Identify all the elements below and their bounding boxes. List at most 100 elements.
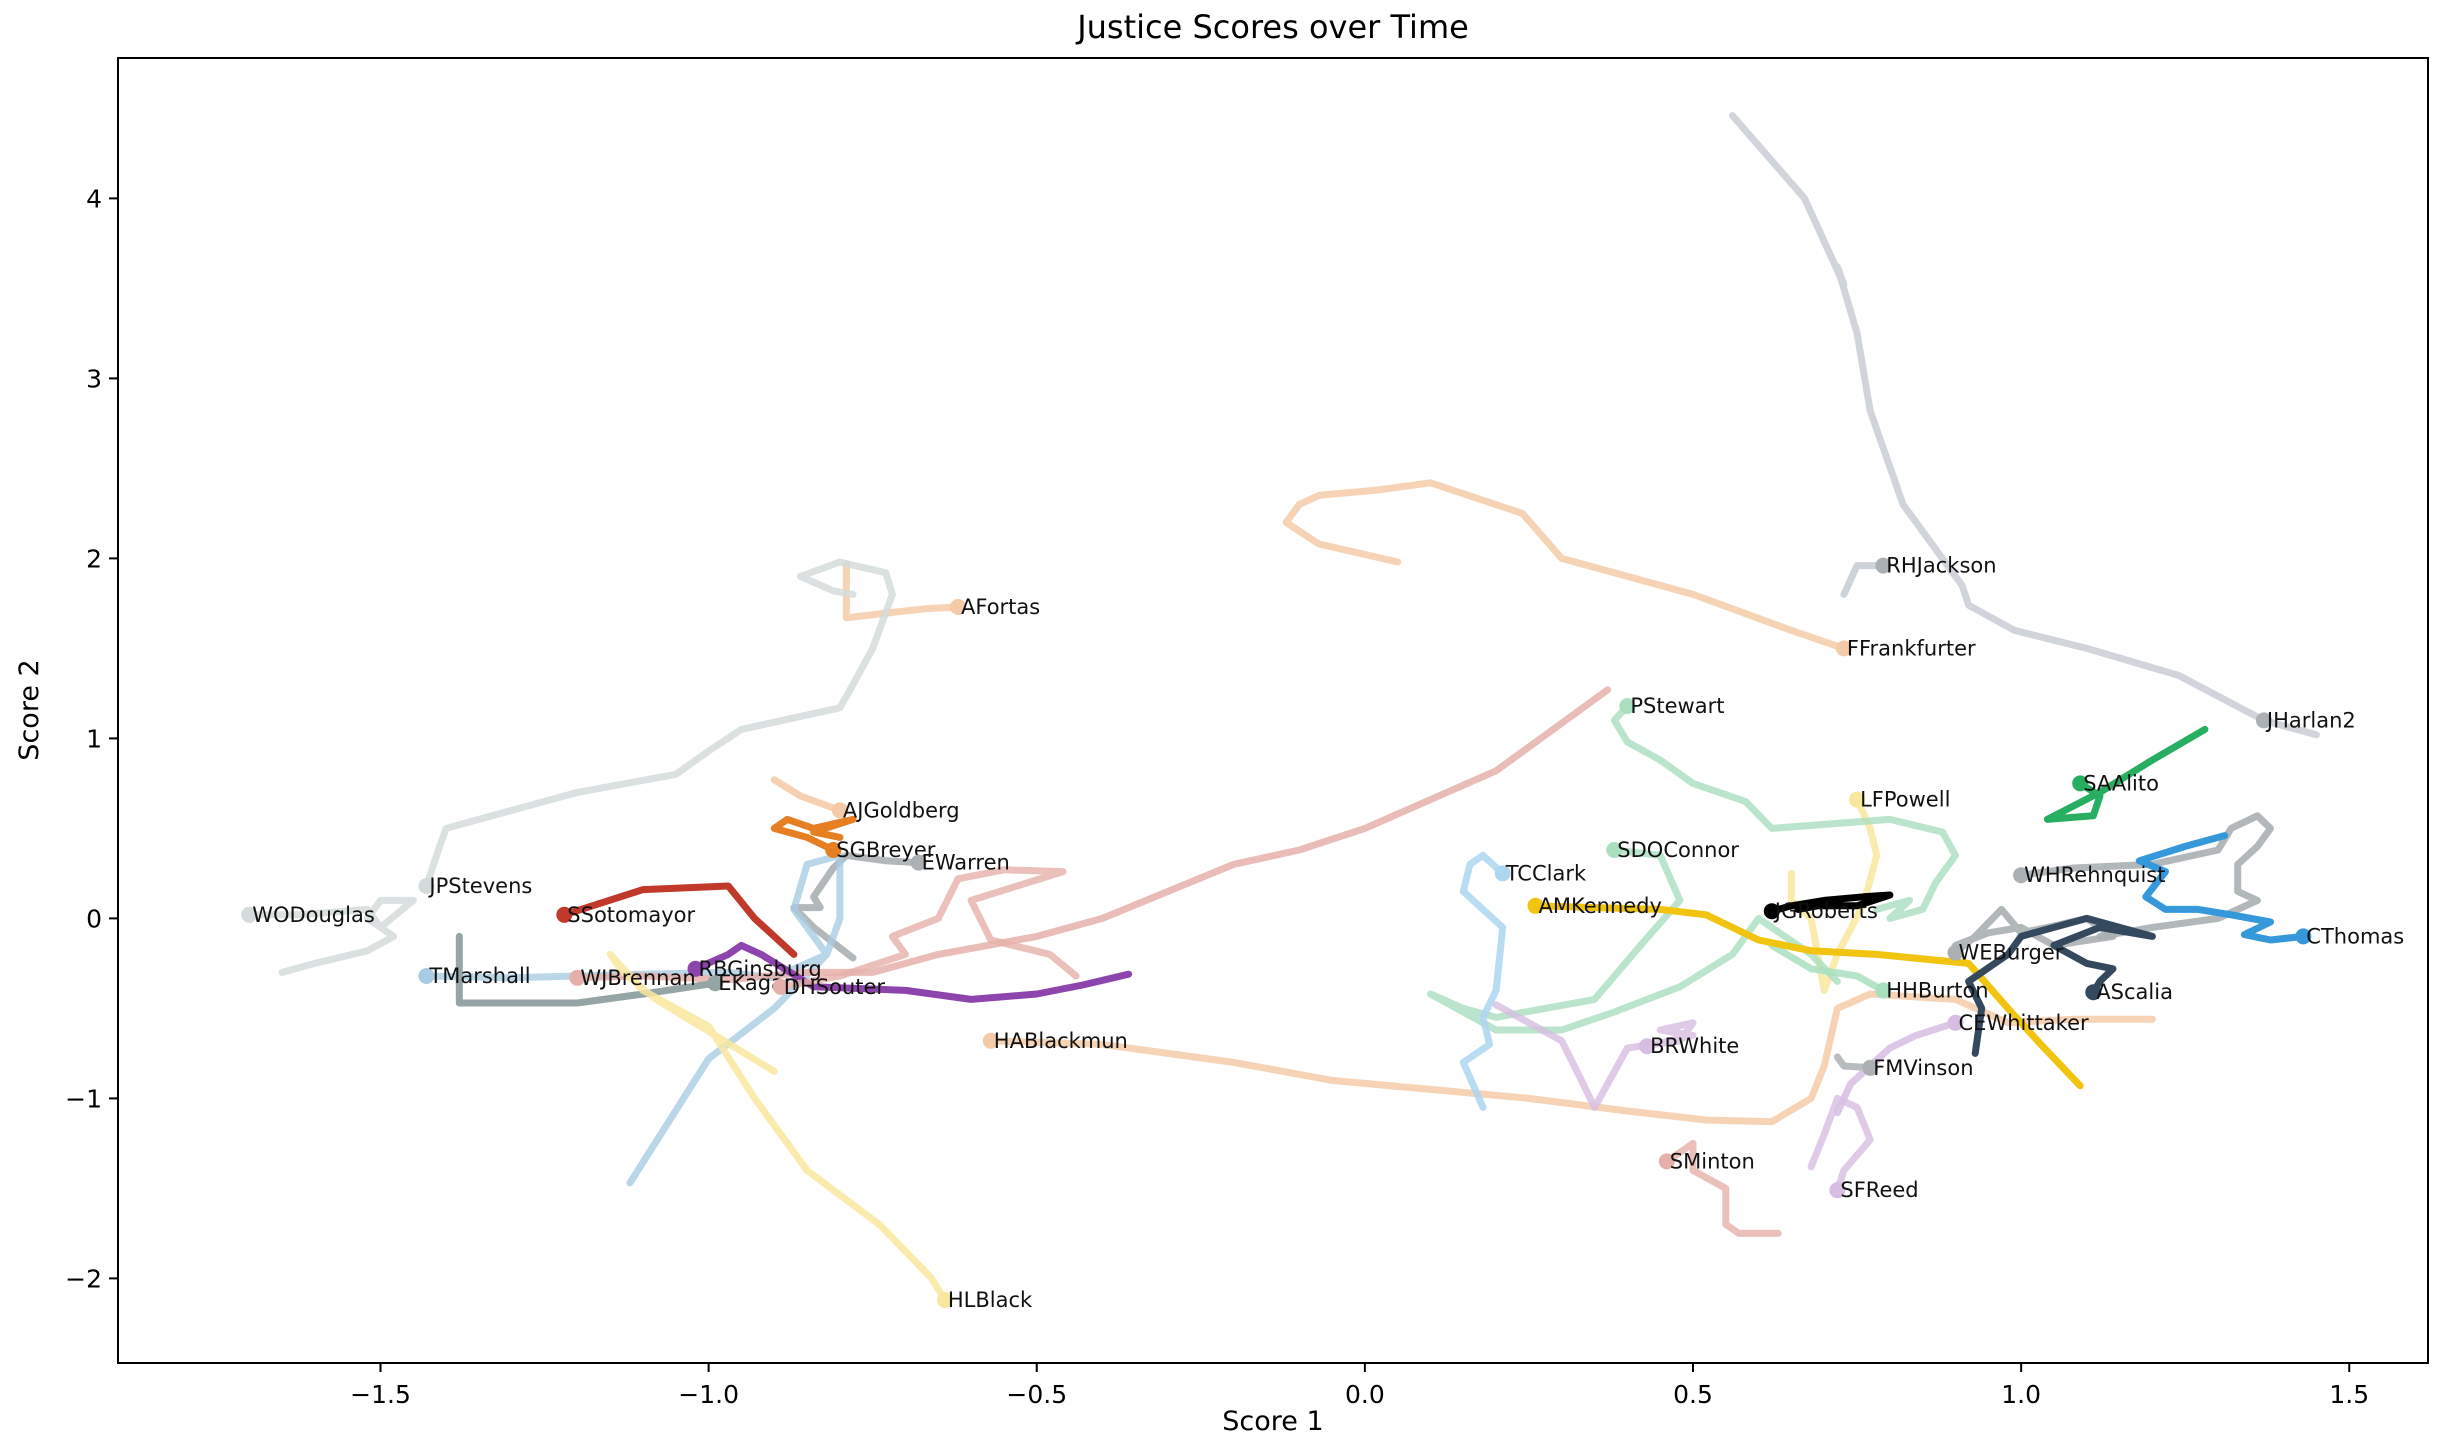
series-line-dhsouter	[777, 866, 1080, 991]
justice-label-jpstevens: JPStevens	[427, 874, 532, 898]
justice-label-cthomas: CThomas	[2306, 924, 2404, 948]
series-line-jharlan2	[1728, 112, 2320, 739]
justice-label-lfpowell: LFPowell	[1860, 788, 1950, 812]
x-tick-label: 1.5	[2329, 1380, 2369, 1409]
endpoint-marker-rbginsburg	[687, 960, 704, 977]
x-tick-label: 0.0	[1345, 1380, 1385, 1409]
series-line-amkennedy	[1532, 902, 2084, 1090]
series-line-ffrankfurter	[1282, 479, 1848, 652]
series-line-ajgoldberg	[770, 776, 844, 814]
justice-label-sfreed: SFReed	[1840, 1178, 1918, 1202]
justice-label-hablackmun: HABlackmun	[994, 1029, 1128, 1053]
endpoint-marker-pstewart	[1619, 698, 1636, 714]
justice-label-cewhittaker: CEWhittaker	[1959, 1011, 2090, 1035]
endpoint-marker-saalito	[2072, 775, 2089, 792]
endpoint-marker-wodouglas	[241, 906, 258, 923]
endpoint-marker-sgbreyer	[825, 842, 842, 858]
justice-label-weburger: WEBurger	[1959, 941, 2064, 965]
justice-label-dhsouter: DHSouter	[784, 975, 886, 999]
justice-label-whrehnquist: WHRehnquist	[2024, 863, 2165, 887]
series-line-hhburton	[1768, 941, 1887, 994]
justice-label-jgroberts: JGRoberts	[1773, 899, 1878, 923]
justice-label-jharlan2: JHarlan2	[2265, 708, 2356, 732]
justice-label-rhjackson: RHJackson	[1886, 554, 1996, 578]
justice-label-fmvinson: FMVinson	[1873, 1056, 1973, 1080]
endpoint-marker-sdoconnor	[1606, 842, 1623, 858]
series-line-ssotomayor	[560, 882, 798, 958]
x-tick-label: −0.5	[1006, 1380, 1067, 1409]
endpoint-marker-dhsouter	[772, 978, 789, 995]
endpoint-marker-fmvinson	[1862, 1059, 1879, 1076]
justice-label-ewarren: EWarren	[922, 851, 1010, 875]
series-line-ekagan	[455, 932, 719, 1007]
series-line-fmvinson	[1833, 1053, 1874, 1072]
series-line-rbginsburg	[692, 941, 1133, 1003]
x-axis-title: Score 1	[1222, 1406, 1323, 1437]
endpoint-marker-jpstevens	[418, 878, 435, 894]
endpoint-marker-cewhittaker	[1947, 1014, 1964, 1031]
justice-label-afortas: AFortas	[961, 595, 1040, 619]
series-line-jpstevens	[422, 558, 896, 890]
series-line-afortas	[842, 560, 962, 622]
endpoint-marker-sminton	[1658, 1153, 1675, 1170]
x-tick-label: 0.5	[1673, 1380, 1713, 1409]
justice-label-pstewart: PStewart	[1630, 694, 1724, 718]
y-axis-title: Score 2	[14, 659, 45, 760]
justice-label-brwhite: BRWhite	[1650, 1034, 1739, 1058]
series-line-pstewart	[1610, 702, 1959, 922]
series-line-sfreed	[1807, 1094, 1874, 1194]
y-axis: −2 −1 0 1 2 3 4	[65, 184, 118, 1293]
justice-label-ffrankfurter: FFrankfurter	[1847, 636, 1976, 660]
series-line-jgroberts	[1768, 891, 1894, 915]
justice-label-wodouglas: WODouglas	[252, 903, 375, 927]
justice-label-hlblack: HLBlack	[948, 1288, 1033, 1312]
plot-frame	[117, 57, 2429, 1364]
endpoint-marker-lfpowell	[1849, 791, 1866, 808]
justice-label-ascalia: AScalia	[2096, 980, 2173, 1004]
series-line-rhjackson	[1840, 562, 1887, 598]
y-tick-label: 3	[86, 364, 102, 393]
y-tick-label: 2	[86, 544, 102, 573]
endpoint-marker-ssotomayor	[556, 906, 573, 923]
endpoint-marker-whrehnquist	[2013, 867, 2030, 884]
series-line-ewarren	[790, 851, 923, 962]
endpoint-marker-wjbrennan	[569, 969, 586, 986]
series-line-wodouglas	[245, 896, 417, 976]
series-line-sgbreyer	[770, 815, 857, 854]
x-tick-label: −1.0	[678, 1380, 739, 1409]
endpoint-marker-jgroberts	[1763, 903, 1780, 920]
justice-label-hhburton: HHBurton	[1886, 978, 1988, 1002]
justice-label-wjbrennan: WJBrennan	[580, 966, 695, 990]
series-line-cewhittaker	[1833, 1019, 1959, 1117]
endpoint-marker-weburger	[1947, 944, 1964, 961]
justice-label-amkennedy: AMKennedy	[1539, 894, 1662, 918]
series-line-cthomas	[2135, 832, 2307, 944]
x-axis: −1.5 −1.0 −0.5 0.0 0.5 1.0 1.5	[350, 1363, 2369, 1409]
series-line-saalito	[2043, 725, 2209, 823]
endpoint-marker-hhburton	[1875, 982, 1892, 999]
x-tick-label: 1.0	[2001, 1380, 2041, 1409]
endpoint-marker-jharlan2	[2255, 712, 2272, 729]
endpoint-marker-ascalia	[2085, 984, 2102, 1001]
y-tick-label: −1	[65, 1084, 102, 1113]
justice-label-sminton: SMinton	[1670, 1149, 1755, 1173]
justice-label-ssotomayor: SSotomayor	[567, 903, 695, 927]
endpoint-marker-ajgoldberg	[831, 802, 848, 819]
endpoint-marker-amkennedy	[1527, 897, 1544, 914]
y-tick-label: 0	[86, 904, 102, 933]
endpoint-marker-ekagan	[707, 975, 724, 992]
series-layer	[245, 112, 2320, 1304]
series-line-hablackmun	[987, 990, 2156, 1126]
series-line-wjbrennan	[573, 686, 1612, 984]
justice-label-ajgoldberg: AJGoldberg	[843, 798, 960, 822]
endpoint-marker-tmarshall	[418, 968, 435, 984]
justice-label-saalito: SAAlito	[2083, 771, 2159, 795]
series-line-sminton	[1663, 1139, 1782, 1237]
endpoint-marker-tcclark	[1494, 865, 1511, 882]
endpoint-marker-ewarren	[910, 854, 927, 871]
justice-label-tcclark: TCClark	[1505, 861, 1587, 885]
endpoint-marker-hlblack	[936, 1292, 953, 1308]
label-layer: JHarlan2 RHJackson FFrankfurter AFortas PSte…	[241, 554, 2404, 1312]
